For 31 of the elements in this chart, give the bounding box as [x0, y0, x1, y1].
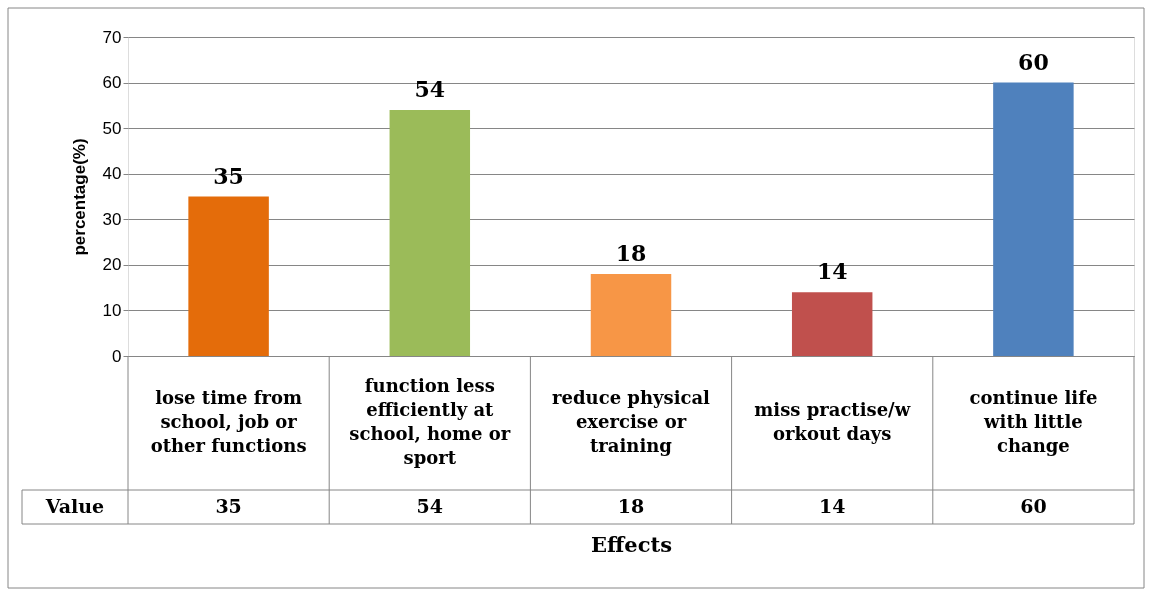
x-tick-label: function less efficiently at school, home or sport: [349, 375, 511, 468]
text: Value: [44, 495, 105, 517]
data-label: 54: [416, 495, 444, 517]
x-tick-label: lose time from school, job or other functions: [150, 387, 307, 456]
y-tick-label: 0: [112, 346, 122, 366]
text: 60: [1018, 48, 1049, 75]
text: 54: [414, 75, 446, 102]
x-tick-label: reduce physical exercise or training: [552, 387, 711, 456]
data-label: 14: [818, 495, 846, 517]
y-tick-label: 30: [102, 209, 122, 229]
y-tick-label: 40: [102, 164, 122, 184]
y-tick-label: 70: [102, 27, 122, 47]
y-tick-label: 60: [102, 73, 122, 93]
y-axis-title: percentage(%): [69, 138, 89, 256]
bar: [590, 273, 672, 356]
data-label: 35: [215, 495, 242, 517]
text: 14: [816, 258, 848, 285]
y-tick-label: 20: [102, 255, 122, 275]
bar: [993, 82, 1074, 356]
bar: [791, 292, 873, 356]
y-tick-label: 50: [102, 118, 122, 138]
data-label: 18: [617, 495, 645, 517]
x-tick-label: miss practise/workout days: [754, 399, 911, 444]
bar: [188, 196, 269, 356]
data-label: 60: [1020, 495, 1047, 517]
text: 35: [213, 162, 244, 189]
x-tick-label: continue life with little change: [969, 387, 1098, 456]
y-tick-label: 10: [102, 300, 122, 320]
text: 18: [615, 239, 647, 266]
x-axis-title: Effects: [591, 531, 672, 557]
bar: [389, 109, 471, 356]
